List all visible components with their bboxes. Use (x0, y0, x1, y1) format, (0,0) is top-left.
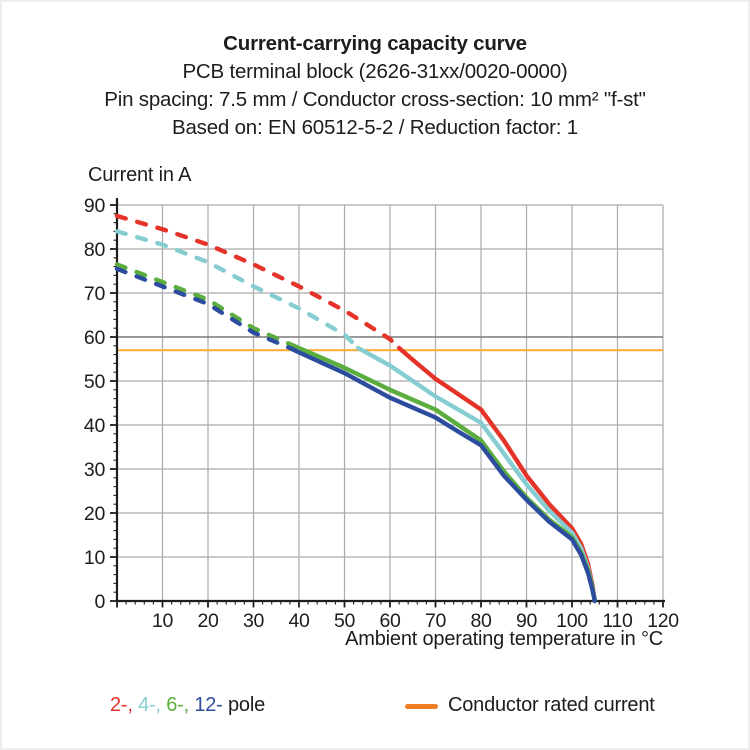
y-tick-label: 20 (84, 503, 106, 525)
series-curves (114, 213, 597, 604)
chart-subtitle-product: PCB terminal block (2626-31xx/0020-0000) (182, 60, 568, 83)
y-tick-label: 70 (84, 283, 106, 305)
rated-current-label: Conductor rated current (448, 694, 655, 716)
legend-2-pole: 2-, (110, 694, 133, 716)
x-tick-label: 20 (197, 610, 219, 632)
legend: 2-, 4-, 6-, 12- pole Conductor rated cur… (0, 694, 750, 724)
legend-12-pole: 12- (194, 694, 223, 716)
x-tick-label: 100 (556, 610, 588, 632)
y-tick-label: 50 (84, 371, 106, 393)
x-tick-label: 110 (602, 610, 633, 632)
curve-2-pole-solid (396, 345, 597, 604)
x-tick-label: 80 (470, 610, 492, 632)
x-tick-label: 60 (379, 610, 401, 632)
x-tick-label: 70 (425, 610, 447, 632)
y-tick-label: 80 (84, 239, 106, 261)
chart-title-block: Current-carrying capacity curve PCB term… (0, 30, 750, 142)
y-tick-label: 40 (84, 415, 106, 437)
rated-current-swatch-icon (405, 704, 438, 709)
y-tick-label: 0 (94, 591, 105, 613)
curve-12-pole-solid (287, 345, 597, 604)
curve-2-pole-dashed (114, 213, 402, 351)
x-tick-label: 90 (516, 610, 538, 632)
x-tick-label: 30 (243, 610, 265, 632)
legend-pole-word: pole (228, 694, 266, 716)
curve-6-pole-dashed (114, 262, 302, 351)
x-tick-label: 120 (647, 610, 679, 632)
y-axis-title: Current in A (88, 164, 192, 186)
x-tick-label: 10 (152, 610, 174, 632)
tick-labels: 0 10 20 30 40 50 60 70 80 90 10 20 30 40 50 60 70 80 90 100… (84, 195, 680, 632)
x-tick-label: 40 (288, 610, 310, 632)
curve-12-pole-dashed (114, 266, 293, 351)
y-tick-label: 30 (84, 459, 106, 481)
legend-6-pole: 6-, (166, 694, 189, 716)
legend-pole-counts: 2-, 4-, 6-, 12- pole (110, 694, 265, 717)
y-tick-label: 10 (84, 547, 106, 569)
y-tick-label: 90 (84, 195, 106, 217)
gridlines (117, 204, 664, 601)
legend-rated-current: Conductor rated current (405, 694, 655, 717)
x-axis-title: Ambient operating temperature in °C (345, 628, 663, 650)
chart-subtitle-specs: Pin spacing: 7.5 mm / Conductor cross-se… (104, 88, 646, 111)
curve-4-pole-solid (355, 345, 597, 604)
chart-title: Current-carrying capacity curve (223, 32, 527, 55)
x-tick-label: 50 (334, 610, 356, 632)
y-tick-label: 60 (84, 327, 106, 349)
chart-subtitle-standard: Based on: EN 60512-5-2 / Reduction facto… (171, 116, 578, 139)
legend-4-pole: 4-, (138, 694, 161, 716)
curve-4-pole-dashed (114, 229, 361, 351)
